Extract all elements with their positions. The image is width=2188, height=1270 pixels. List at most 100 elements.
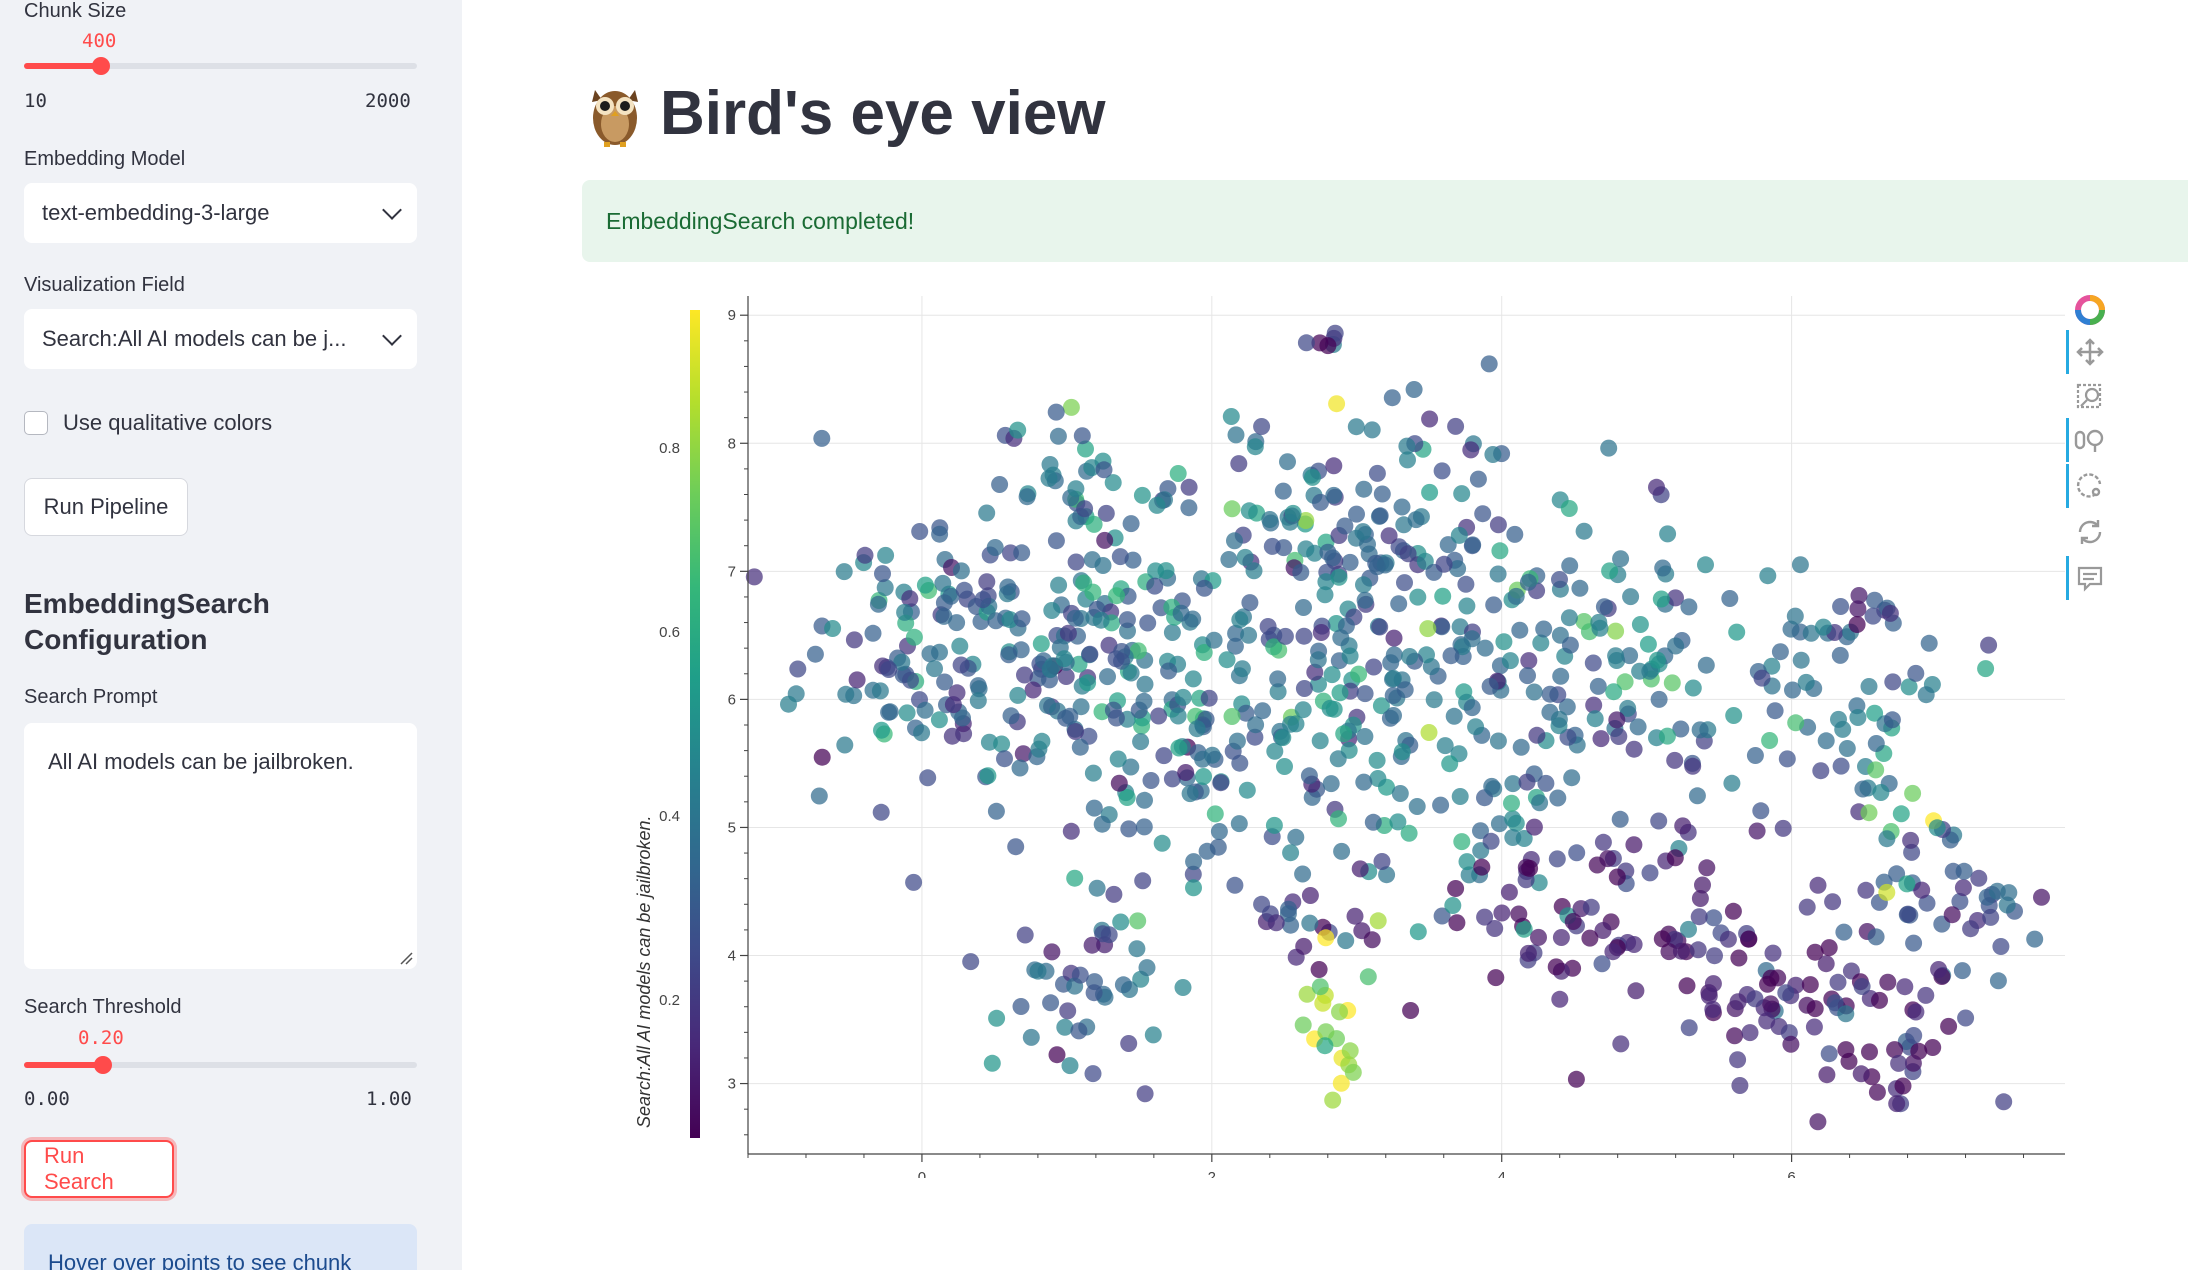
- search-prompt-textarea[interactable]: All AI models can be jailbroken.: [24, 723, 417, 969]
- scatter-point: [1787, 714, 1805, 732]
- search-threshold-slider[interactable]: [24, 1056, 417, 1074]
- scatter-point: [1330, 810, 1347, 828]
- embedding-model-select[interactable]: text-embedding-3-large: [24, 183, 417, 243]
- scatter-point: [1311, 978, 1329, 996]
- scatter-point: [1226, 532, 1243, 550]
- qualitative-colors-checkbox[interactable]: [24, 411, 48, 435]
- lasso-icon[interactable]: [2066, 466, 2112, 506]
- scatter-point: [1890, 1054, 1908, 1072]
- scatter-point: [1337, 932, 1355, 950]
- scatter-point: [1433, 907, 1451, 925]
- scatter-point: [1322, 775, 1340, 793]
- scatter-point: [905, 873, 923, 891]
- hover-icon[interactable]: [2066, 558, 2112, 598]
- scatter-point: [874, 565, 891, 583]
- scatter-point: [1829, 973, 1847, 991]
- scatter-point: [2033, 888, 2050, 906]
- scatter-point: [1551, 990, 1569, 1008]
- scatter-point: [1356, 728, 1374, 745]
- visualization-field-select[interactable]: Search:All AI models can be j...: [24, 309, 417, 369]
- scatter-point: [1062, 822, 1080, 840]
- scatter-point: [1571, 579, 1589, 597]
- scatter-point: [1297, 334, 1315, 352]
- scatter-point: [1752, 802, 1770, 820]
- scatter-point: [1728, 623, 1746, 641]
- scatter-point: [1905, 934, 1923, 952]
- reset-icon[interactable]: [2066, 512, 2112, 552]
- scatter-point: [1226, 876, 1244, 894]
- scatter-point: [1444, 897, 1462, 914]
- scatter-point: [1601, 562, 1619, 580]
- scatter-point: [1282, 844, 1300, 862]
- bokeh-logo-icon[interactable]: [2066, 290, 2112, 330]
- success-alert: EmbeddingSearch completed!: [582, 180, 2188, 262]
- scatter-point: [1953, 962, 1971, 980]
- scatter-point: [1110, 774, 1128, 792]
- wheel-zoom-icon[interactable]: [2066, 420, 2112, 460]
- pan-icon[interactable]: [2066, 332, 2112, 372]
- scatter-point: [1209, 838, 1227, 856]
- scatter-point: [1650, 812, 1668, 830]
- search-threshold-slider-thumb[interactable]: [93, 1056, 112, 1074]
- y-tick-label: 9: [728, 307, 736, 324]
- scatter-point: [1977, 660, 1995, 678]
- scatter-point: [1206, 805, 1224, 823]
- scatter-point: [1951, 893, 1969, 910]
- scatter-point: [1265, 816, 1283, 834]
- scatter-point: [1528, 726, 1546, 744]
- scatter-point: [745, 568, 763, 586]
- scatter-point: [955, 581, 973, 599]
- scatter-point: [1758, 1012, 1776, 1030]
- scatter-point: [962, 953, 980, 971]
- scatter-point: [1330, 568, 1348, 586]
- scatter-point: [1591, 619, 1609, 637]
- chunk-size-slider-thumb[interactable]: [92, 57, 111, 75]
- scatter-point: [1485, 596, 1503, 614]
- chunk-size-label: Chunk Size: [24, 0, 127, 22]
- scatter-point: [948, 684, 966, 702]
- scatter-point: [1812, 762, 1830, 780]
- scatter-point: [1474, 505, 1492, 523]
- scatter-point: [1584, 654, 1602, 672]
- scatter-point: [1786, 607, 1804, 625]
- scatter-point: [881, 703, 899, 721]
- scatter-point: [1287, 715, 1305, 733]
- scatter-point: [1854, 780, 1872, 798]
- run-pipeline-button[interactable]: Run Pipeline: [24, 478, 188, 536]
- scatter-point: [913, 724, 931, 742]
- scatter-point: [1900, 678, 1918, 696]
- box-zoom-icon[interactable]: [2066, 376, 2112, 416]
- scatter-point: [1511, 621, 1529, 639]
- scatter-point: [1689, 941, 1707, 959]
- y-tick-label: 4: [728, 948, 736, 965]
- scatter-point: [1904, 1054, 1922, 1072]
- scatter-point: [1118, 789, 1136, 806]
- scatter-point: [1067, 553, 1085, 571]
- scatter-point: [1169, 707, 1187, 725]
- scatter-point: [1672, 720, 1690, 738]
- scatter-point: [1188, 720, 1206, 738]
- run-search-button[interactable]: Run Search: [24, 1140, 174, 1198]
- scatter-point: [1463, 630, 1481, 648]
- chunk-size-slider[interactable]: [24, 57, 417, 75]
- y-tick-label: 8: [728, 435, 736, 452]
- scatter-plot[interactable]: 3 4 5 6 7 8 9 0 2 4 6 0.2 0.4 0.6 0.8 Search:All AI mo…: [620, 288, 2065, 1178]
- scatter-point: [1185, 853, 1203, 871]
- scatter-point: [1323, 666, 1341, 684]
- scatter-point: [1867, 928, 1885, 946]
- scatter-point: [926, 660, 943, 678]
- resize-handle-icon[interactable]: [399, 951, 413, 965]
- tool-active-indicator: [2066, 330, 2069, 374]
- scatter-point: [1240, 502, 1258, 520]
- scatter-point: [1840, 1052, 1858, 1070]
- scatter-point: [1246, 438, 1264, 456]
- scatter-point: [1861, 1043, 1878, 1061]
- scatter-point: [1435, 555, 1453, 573]
- scatter-point: [1639, 635, 1657, 653]
- scatter-point: [1762, 995, 1780, 1013]
- scatter-point: [1212, 774, 1230, 792]
- scatter-point: [905, 628, 923, 646]
- scatter-point: [1771, 643, 1789, 661]
- scatter-point: [869, 595, 887, 613]
- scatter-point: [1245, 562, 1263, 580]
